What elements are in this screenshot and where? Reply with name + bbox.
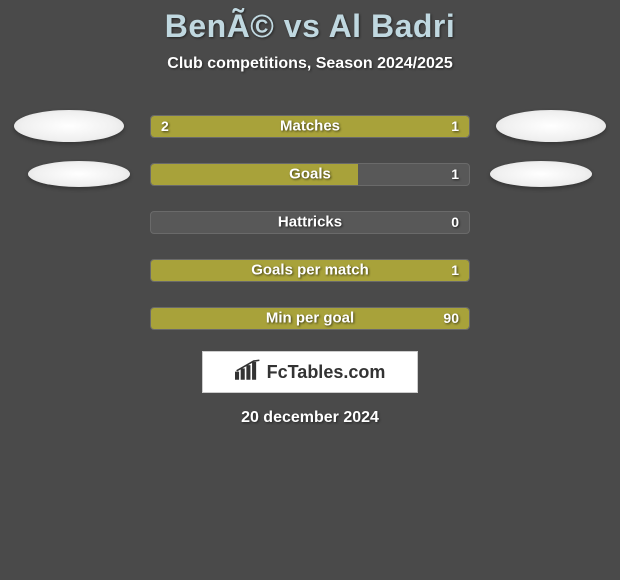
player-avatar-left bbox=[14, 110, 124, 142]
page-title: BenÃ© vs Al Badri bbox=[0, 8, 620, 45]
stat-label: Goals bbox=[289, 166, 331, 183]
stat-value-right: 0 bbox=[451, 214, 459, 230]
stat-label: Matches bbox=[280, 118, 340, 135]
stat-value-right: 1 bbox=[451, 166, 459, 182]
stat-value-right: 1 bbox=[451, 118, 459, 134]
stat-value-right: 90 bbox=[443, 310, 459, 326]
stat-value-right: 1 bbox=[451, 262, 459, 278]
player-avatar-left bbox=[28, 161, 130, 187]
stat-label: Goals per match bbox=[251, 262, 369, 279]
stat-row: Hattricks 0 bbox=[10, 209, 610, 235]
brand-badge-wrap: FcTables.com bbox=[0, 351, 620, 393]
stat-bar-track: Goals 1 bbox=[150, 163, 470, 186]
stat-bar-track: Min per goal 90 bbox=[150, 307, 470, 330]
date: 20 december 2024 bbox=[0, 409, 620, 427]
stat-row: Min per goal 90 bbox=[10, 305, 610, 331]
stat-label: Min per goal bbox=[266, 310, 354, 327]
stat-bar-track: Goals per match 1 bbox=[150, 259, 470, 282]
stat-label: Hattricks bbox=[278, 214, 342, 231]
stat-bar-track: Hattricks 0 bbox=[150, 211, 470, 234]
brand-badge[interactable]: FcTables.com bbox=[202, 351, 418, 393]
stat-row: Goals 1 bbox=[10, 161, 610, 187]
brand-label: FcTables.com bbox=[267, 362, 386, 383]
stat-row: Goals per match 1 bbox=[10, 257, 610, 283]
stat-rows: Matches 2 1 Goals 1 Hattricks 0 Goals per match… bbox=[0, 113, 620, 331]
subtitle: Club competitions, Season 2024/2025 bbox=[0, 55, 620, 73]
player-avatar-right bbox=[496, 110, 606, 142]
comparison-card: BenÃ© vs Al Badri Club competitions, Sea… bbox=[0, 0, 620, 427]
stat-bar-track: Matches 2 1 bbox=[150, 115, 470, 138]
player-avatar-right bbox=[490, 161, 592, 187]
bar-chart-icon bbox=[235, 359, 261, 386]
stat-row: Matches 2 1 bbox=[10, 113, 610, 139]
stat-value-left: 2 bbox=[161, 118, 169, 134]
